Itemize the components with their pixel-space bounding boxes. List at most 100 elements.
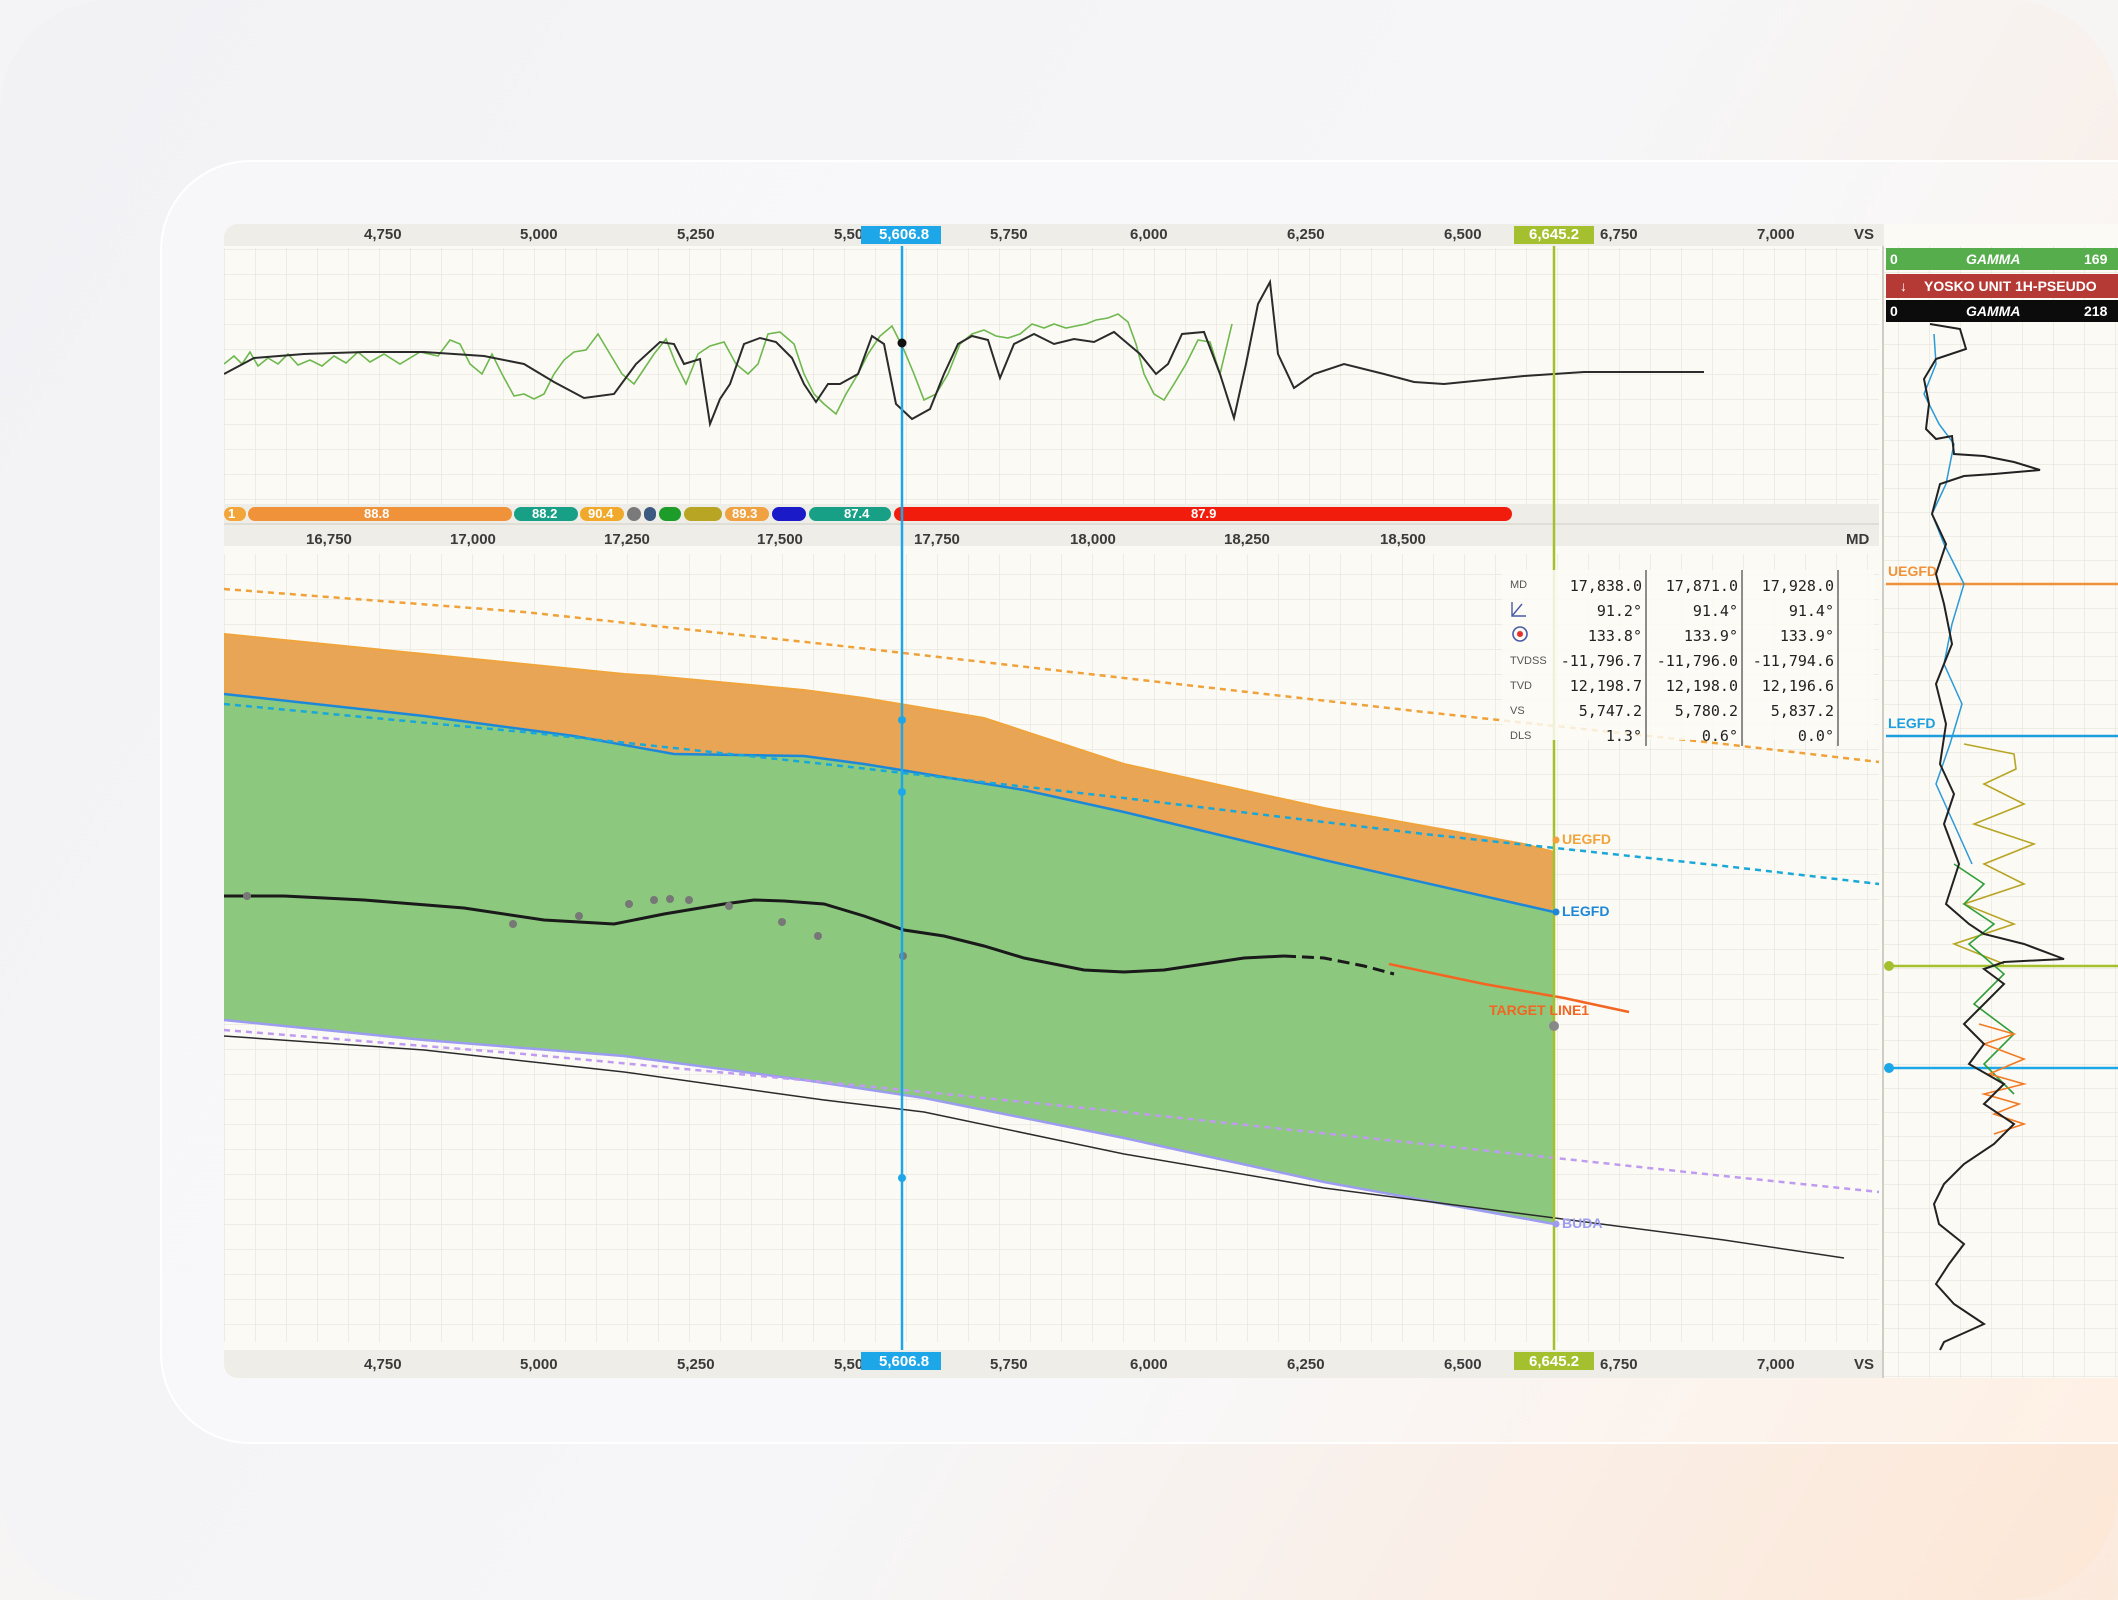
pill[interactable]	[772, 507, 806, 521]
survey-point[interactable]	[814, 932, 822, 940]
md-tick: 17,250	[604, 531, 650, 548]
table-cell: -11,796.0	[1657, 652, 1738, 670]
vs-tick: 6,500	[1444, 1356, 1482, 1373]
legfd-projection	[224, 702, 1880, 886]
cursor-legfd-marker	[898, 788, 906, 796]
cursor-blue-badge-bottom[interactable]	[861, 1352, 941, 1370]
pill[interactable]	[627, 507, 641, 521]
row-label-vs: VS	[1510, 705, 1525, 717]
wellbore-path[interactable]	[224, 894, 1285, 974]
top-vs-axis	[224, 224, 1884, 246]
gamma-bottom-min: 0	[1890, 303, 1898, 319]
target-end-marker	[1549, 1021, 1559, 1031]
survey-point[interactable]	[778, 918, 786, 926]
bottom-vs-axis	[224, 1350, 1884, 1378]
md-tick: 16,750	[306, 531, 352, 548]
pill[interactable]	[514, 507, 578, 521]
md-tick: 18,500	[1380, 531, 1426, 548]
md-tick: 17,500	[757, 531, 803, 548]
cursor-green-value-top: 6,645.2	[1529, 226, 1579, 243]
bottom-vs-ticks: 4,750 5,000 5,250 5,500 5,750 6,000 6,25…	[364, 1356, 1874, 1373]
log-gamma-black	[1922, 323, 2065, 1351]
legfd-end-marker	[1552, 908, 1560, 916]
gamma-strip-grid	[224, 248, 1879, 504]
log-gamma-blue	[1923, 333, 1973, 865]
md-unit: MD	[1846, 531, 1869, 548]
log-gamma-yellow	[1951, 743, 2037, 965]
table-cell: 1.3°	[1606, 727, 1642, 745]
row-label-md: MD	[1510, 579, 1527, 591]
md-tick: 17,000	[450, 531, 496, 548]
survey-point[interactable]	[666, 895, 674, 903]
buda-end-marker	[1552, 1220, 1560, 1228]
gamma-curve-black	[224, 278, 1704, 428]
pill-value: 87.4	[844, 506, 870, 521]
survey-point[interactable]	[725, 902, 733, 910]
gamma-top-name: GAMMA	[1966, 251, 2020, 267]
pill[interactable]	[809, 507, 891, 521]
table-bg	[1502, 570, 1874, 740]
gamma-header-top[interactable]: 0 GAMMA 169	[1886, 248, 2118, 270]
well-header[interactable]: ↓ YOSKO UNIT 1H-PSEUDO	[1886, 274, 2118, 298]
row-label-tvd: TVD	[1510, 680, 1532, 692]
table-cell: 17,928.0	[1762, 577, 1834, 595]
vs-tick: 5,750	[990, 1356, 1028, 1373]
vs-unit: VS	[1854, 226, 1874, 243]
vs-tick: 6,750	[1600, 226, 1638, 243]
md-axis: 16,750 17,000 17,250 17,500 17,750 18,00…	[224, 523, 1879, 548]
inclination-icon	[1511, 602, 1526, 617]
survey-point[interactable]	[575, 912, 583, 920]
pill[interactable]	[644, 507, 656, 521]
pill[interactable]	[580, 507, 624, 521]
log-panel-grid	[1884, 246, 2118, 1378]
pill[interactable]	[224, 507, 246, 521]
survey-point[interactable]	[509, 920, 517, 928]
pill-value: 1	[228, 506, 235, 521]
vs-tick: 5,250	[677, 1356, 715, 1373]
log-uegfd-label: UEGFD	[1888, 563, 1937, 579]
pill-value: 89.3	[732, 506, 757, 521]
cursor-buda-marker	[898, 1174, 906, 1182]
cursor-green-value-bottom: 6,645.2	[1529, 1353, 1579, 1370]
table-cell: 17,871.0	[1666, 577, 1738, 595]
vs-tick: 7,000	[1757, 226, 1795, 243]
gamma-header-bottom[interactable]: 0 GAMMA 218	[1886, 300, 2118, 322]
pill[interactable]	[684, 507, 722, 521]
pill-value: 87.9	[1191, 506, 1216, 521]
pill[interactable]	[248, 507, 512, 521]
target-line[interactable]	[1388, 962, 1630, 1014]
vs-tick: 6,250	[1287, 1356, 1325, 1373]
pill[interactable]	[659, 507, 681, 521]
survey-point[interactable]	[243, 892, 251, 900]
vs-tick: 6,500	[1444, 226, 1482, 243]
gamma-top-max: 169	[2084, 251, 2108, 267]
survey-data-table: MD TVDSS TVD VS DLS 17,838.0 91.2° 133.8…	[1502, 570, 1874, 746]
gamma-bottom-max: 218	[2084, 303, 2108, 319]
survey-point[interactable]	[685, 896, 693, 904]
legfd-to-buda-zone	[224, 694, 1554, 1224]
survey-point[interactable]	[650, 896, 658, 904]
gamma-bottom-name: GAMMA	[1966, 303, 2020, 319]
target-label: TARGET LINE1	[1489, 1002, 1589, 1018]
cursor-green-badge-bottom[interactable]	[1514, 1352, 1594, 1370]
cursor-gamma-marker	[897, 338, 907, 348]
table-cell: -11,796.7	[1561, 652, 1642, 670]
cursor-blue-badge-top[interactable]	[861, 226, 941, 244]
table-cell: 0.0°	[1798, 727, 1834, 745]
row-label-dls: DLS	[1510, 730, 1531, 742]
table-cell: 12,196.6	[1762, 677, 1834, 695]
azimuth-icon	[1512, 626, 1528, 642]
table-cell: 5,837.2	[1771, 702, 1834, 720]
table-cell: 133.9°	[1780, 627, 1834, 645]
log-cursor-blue-handle[interactable]	[1884, 1063, 1894, 1073]
buda-label: BUDA	[1562, 1215, 1602, 1231]
survey-point[interactable]	[625, 900, 633, 908]
pill[interactable]	[894, 507, 1512, 521]
table-cell: 17,838.0	[1570, 577, 1642, 595]
cursor-green-badge-top[interactable]	[1514, 226, 1594, 244]
top-vs-ticks: 4,750 5,000 5,250 5,500 5,750 6,000 6,25…	[364, 226, 1874, 243]
log-cursor-green-handle[interactable]	[1884, 961, 1894, 971]
geosteering-canvas[interactable]: 4,750 5,000 5,250 5,500 5,750 6,000 6,25…	[224, 224, 2118, 1378]
md-tick: 18,000	[1070, 531, 1116, 548]
pill[interactable]	[725, 507, 769, 521]
